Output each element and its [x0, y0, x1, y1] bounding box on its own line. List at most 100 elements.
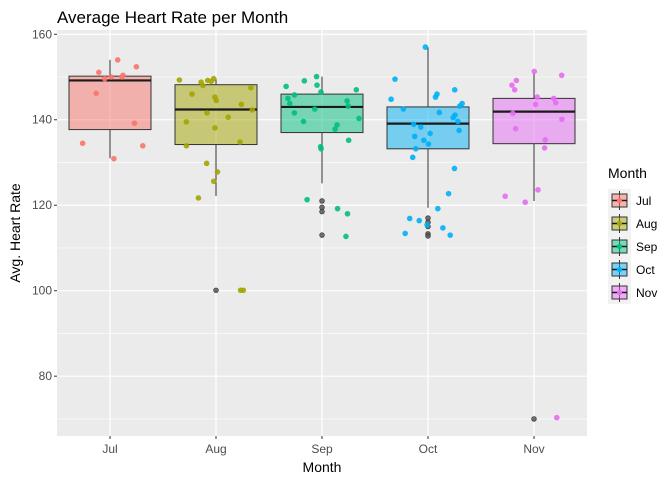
- data-point: [213, 97, 220, 104]
- data-point: [111, 155, 117, 162]
- data-point: [532, 101, 539, 108]
- data-point: [344, 210, 351, 217]
- data-point: [416, 217, 423, 224]
- data-point: [96, 69, 102, 76]
- data-point: [457, 103, 463, 109]
- data-point: [176, 77, 183, 83]
- data-point: [283, 83, 289, 90]
- data-point: [332, 126, 338, 132]
- data-point: [108, 74, 115, 80]
- chart-title: Average Heart Rate per Month: [57, 8, 288, 27]
- data-point: [248, 84, 254, 91]
- outlier-point: [213, 287, 219, 293]
- data-point: [427, 130, 433, 137]
- data-point: [203, 160, 210, 167]
- y-axis-title: Avg. Heart Rate: [7, 183, 23, 283]
- data-point: [409, 154, 416, 161]
- data-point: [204, 110, 210, 116]
- x-tick-label: Nov: [523, 442, 544, 456]
- data-point: [93, 90, 99, 97]
- x-tick-label: Sep: [311, 442, 333, 456]
- data-point: [318, 146, 324, 152]
- y-tick-label: 100: [32, 284, 52, 298]
- data-point: [435, 205, 441, 212]
- y-tick-label: 140: [32, 113, 52, 127]
- data-point: [559, 116, 565, 123]
- data-point: [313, 73, 320, 80]
- data-point: [249, 107, 256, 113]
- data-point: [450, 114, 456, 121]
- data-point: [400, 106, 407, 112]
- data-point: [208, 78, 215, 85]
- outlier-point: [425, 233, 431, 239]
- data-point: [200, 82, 206, 89]
- data-point: [291, 92, 298, 98]
- outlier-point: [319, 198, 325, 204]
- data-point: [304, 196, 310, 203]
- x-tick-label: Jul: [102, 442, 117, 456]
- data-point: [534, 94, 541, 100]
- data-point: [541, 145, 548, 151]
- data-point: [558, 72, 565, 79]
- legend-label-jul: Jul: [636, 194, 651, 208]
- data-point: [353, 87, 360, 93]
- legend-label-oct: Oct: [636, 263, 655, 277]
- data-point: [195, 195, 202, 201]
- legend-key-point: [616, 243, 623, 250]
- data-point: [311, 106, 318, 112]
- data-point: [189, 91, 195, 97]
- y-tick-label: 160: [32, 27, 52, 41]
- data-point: [531, 68, 538, 75]
- data-point: [513, 77, 520, 84]
- data-point: [451, 87, 458, 93]
- data-point: [101, 75, 108, 82]
- data-point: [345, 103, 351, 109]
- data-point: [300, 118, 307, 125]
- data-point: [552, 99, 559, 106]
- y-tick-label: 80: [39, 369, 53, 383]
- legend-title: Month: [608, 165, 647, 181]
- data-point: [392, 76, 398, 82]
- legend-key-point: [616, 197, 623, 204]
- data-point: [535, 187, 541, 193]
- x-tick-label: Oct: [419, 442, 438, 456]
- data-point: [119, 74, 125, 80]
- data-point: [291, 110, 298, 116]
- data-point: [502, 193, 508, 200]
- data-point: [410, 121, 417, 128]
- data-point: [510, 110, 516, 117]
- data-point: [318, 89, 324, 95]
- data-point: [425, 141, 432, 147]
- data-point: [451, 165, 458, 172]
- box-aug: [174, 84, 258, 146]
- data-point: [334, 122, 340, 128]
- axes-layer: 80 100 120 140 160 Jul Aug Sep Oct Nov: [32, 27, 545, 456]
- data-point: [114, 57, 121, 63]
- data-point: [356, 115, 362, 122]
- data-point: [542, 137, 549, 143]
- data-point: [402, 230, 408, 237]
- data-point: [334, 205, 341, 212]
- data-point: [553, 414, 560, 421]
- data-point: [238, 101, 245, 108]
- points-layer: [79, 44, 565, 422]
- data-point: [420, 137, 427, 144]
- data-point: [388, 96, 394, 103]
- data-point: [424, 222, 430, 228]
- y-tick-label: 120: [32, 198, 52, 212]
- data-point: [286, 100, 293, 107]
- data-point: [240, 287, 247, 294]
- x-axis-title: Month: [303, 459, 342, 475]
- data-point: [412, 146, 419, 152]
- data-point: [417, 124, 424, 130]
- legend-label-aug: Aug: [636, 217, 657, 231]
- legend: Month Jul Aug Sep Oct Nov: [608, 165, 658, 304]
- box-jul: [68, 75, 152, 131]
- data-point: [406, 215, 413, 222]
- data-point: [131, 120, 138, 126]
- data-point: [183, 119, 190, 125]
- data-point: [411, 133, 418, 140]
- data-point: [214, 169, 221, 175]
- data-point: [440, 225, 446, 231]
- outlier-point: [319, 208, 325, 215]
